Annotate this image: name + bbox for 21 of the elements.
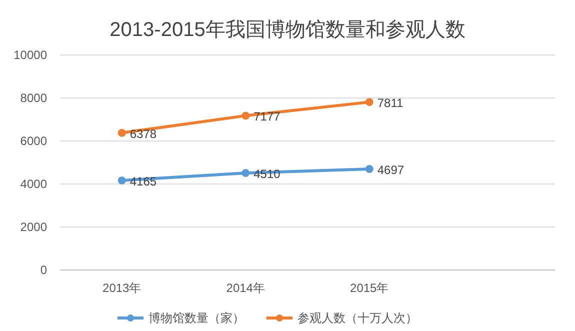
- data-label: 7811: [377, 96, 404, 110]
- point: [365, 98, 374, 106]
- x-tick-label: 2014年: [226, 281, 265, 295]
- data-label: 6378: [130, 126, 157, 141]
- legend-label: 博物馆数量（家）: [148, 311, 244, 325]
- x-tick-label: 2013年: [102, 281, 142, 295]
- y-tick-label: 0: [40, 263, 48, 277]
- legend-label: 参观人数（十万人次）: [298, 311, 418, 325]
- point: [118, 176, 126, 184]
- point: [365, 165, 374, 174]
- point: [118, 128, 126, 137]
- y-tick-label: 6000: [20, 134, 48, 148]
- y-tick-label: 10000: [14, 48, 48, 62]
- y-tick-label: 8000: [20, 91, 48, 105]
- data-label: 4697: [377, 163, 404, 178]
- y-tick-label: 2000: [20, 220, 48, 234]
- point: [242, 169, 250, 178]
- y-tick-label: 4000: [20, 177, 48, 191]
- chart-title: 2013-2015年我国博物馆数量和参观人数: [110, 19, 466, 41]
- point: [242, 112, 250, 120]
- x-tick-label: 2015年: [350, 281, 389, 295]
